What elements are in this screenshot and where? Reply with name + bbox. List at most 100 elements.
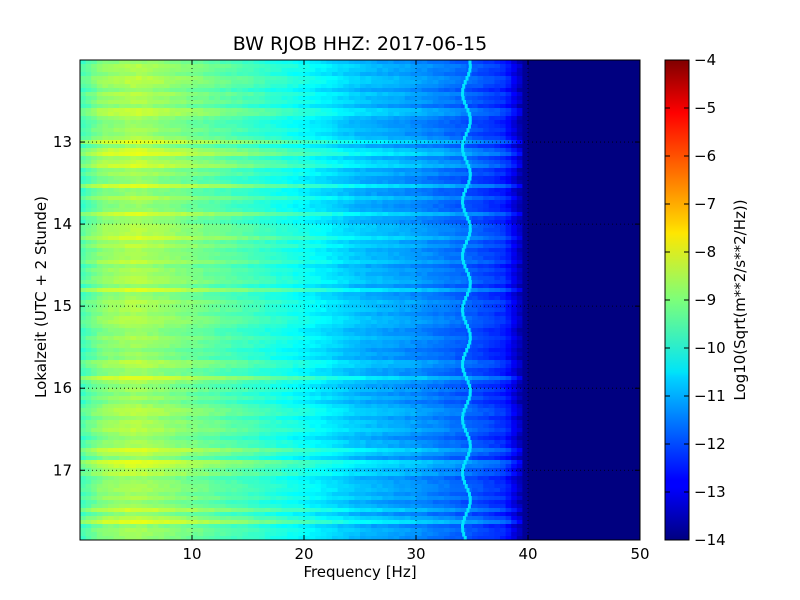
spectrogram-cell xyxy=(231,80,238,85)
spectrogram-cell xyxy=(214,132,221,137)
spectrogram-cell xyxy=(208,164,215,169)
spectrogram-cell xyxy=(337,88,344,93)
spectrogram-cell xyxy=(298,216,305,221)
spectrogram-cell xyxy=(152,220,159,225)
spectrogram-cell xyxy=(488,72,495,77)
spectrogram-cell xyxy=(444,112,451,117)
spectrogram-cell xyxy=(259,140,266,145)
spectrogram-cell xyxy=(612,212,619,217)
spectrogram-cell xyxy=(152,132,159,137)
spectrogram-cell xyxy=(276,252,283,257)
spectrogram-cell xyxy=(102,92,109,97)
spectrogram-cell xyxy=(130,160,137,165)
spectrogram-cell xyxy=(354,220,361,225)
spectrogram-cell xyxy=(466,248,473,253)
spectrogram-cell xyxy=(203,76,210,81)
spectrogram-cell xyxy=(634,208,640,213)
spectrogram-cell xyxy=(505,200,512,205)
spectrogram-cell xyxy=(169,240,176,245)
spectrogram-cell xyxy=(578,192,585,197)
spectrogram-cell xyxy=(393,156,400,161)
spectrogram-cell xyxy=(472,164,479,169)
spectrogram-cell xyxy=(214,160,221,165)
spectrogram-cell xyxy=(533,196,540,201)
spectrogram-cell xyxy=(567,64,574,69)
spectrogram-cell xyxy=(281,188,288,193)
spectrogram-cell xyxy=(567,96,574,101)
spectrogram-cell xyxy=(595,212,602,217)
spectrogram-cell xyxy=(147,204,154,209)
spectrogram-cell xyxy=(298,116,305,121)
spectrogram-cell xyxy=(393,172,400,177)
spectrogram-cell xyxy=(85,172,92,177)
spectrogram-cell xyxy=(236,220,243,225)
spectrogram-cell xyxy=(158,76,165,81)
spectrogram-cell xyxy=(175,228,182,233)
spectrogram-cell xyxy=(348,64,355,69)
spectrogram-cell xyxy=(264,192,271,197)
spectrogram-cell xyxy=(259,240,266,245)
spectrogram-cell xyxy=(203,244,210,249)
spectrogram-cell xyxy=(332,180,339,185)
spectrogram-cell xyxy=(354,88,361,93)
spectrogram-cell xyxy=(175,176,182,181)
spectrogram-cell xyxy=(382,144,389,149)
spectrogram-cell xyxy=(203,196,210,201)
spectrogram-cell xyxy=(539,84,546,89)
spectrogram-cell xyxy=(270,252,277,257)
spectrogram-cell xyxy=(528,184,535,189)
spectrogram-cell xyxy=(404,100,411,105)
spectrogram-cell xyxy=(136,256,143,261)
spectrogram-cell xyxy=(449,96,456,101)
spectrogram-cell xyxy=(197,240,204,245)
spectrogram-cell xyxy=(248,232,255,237)
spectrogram-cell xyxy=(343,204,350,209)
spectrogram-cell xyxy=(371,136,378,141)
spectrogram-cell xyxy=(438,212,445,217)
spectrogram-cell xyxy=(225,184,232,189)
spectrogram-cell xyxy=(589,240,596,245)
spectrogram-cell xyxy=(399,192,406,197)
spectrogram-cell xyxy=(270,72,277,77)
spectrogram-cell xyxy=(600,256,607,261)
spectrogram-cell xyxy=(124,256,131,261)
spectrogram-cell xyxy=(399,180,406,185)
spectrogram-cell xyxy=(220,96,227,101)
spectrogram-cell xyxy=(304,92,311,97)
spectrogram-cell xyxy=(595,232,602,237)
spectrogram-cell xyxy=(124,220,131,225)
spectrogram-cell xyxy=(421,180,428,185)
spectrogram-cell xyxy=(264,104,271,109)
spectrogram-cell xyxy=(315,200,322,205)
spectrogram-cell xyxy=(169,192,176,197)
spectrogram-cell xyxy=(158,132,165,137)
spectrogram-cell xyxy=(108,216,115,221)
spectrogram-cell xyxy=(427,200,434,205)
spectrogram-cell xyxy=(225,144,232,149)
spectrogram-cell xyxy=(175,64,182,69)
spectrogram-cell xyxy=(85,244,92,249)
spectrogram-cell xyxy=(320,152,327,157)
spectrogram-cell xyxy=(449,120,456,125)
spectrogram-cell xyxy=(528,120,535,125)
spectrogram-cell xyxy=(511,108,518,113)
spectrogram-cell xyxy=(96,228,103,233)
spectrogram-cell xyxy=(393,232,400,237)
spectrogram-cell xyxy=(544,200,551,205)
spectrogram-cell xyxy=(595,124,602,129)
spectrogram-cell xyxy=(281,228,288,233)
spectrogram-cell xyxy=(360,76,367,81)
spectrogram-cell xyxy=(365,104,372,109)
spectrogram-cell xyxy=(242,156,249,161)
spectrogram-cell xyxy=(494,196,501,201)
spectrogram-cell xyxy=(449,244,456,249)
spectrogram-cell xyxy=(236,248,243,253)
spectrogram-cell xyxy=(304,172,311,177)
spectrogram-cell xyxy=(287,216,294,221)
spectrogram-cell xyxy=(600,92,607,97)
spectrogram-cell xyxy=(404,220,411,225)
spectrogram-cell xyxy=(259,232,266,237)
spectrogram-cell xyxy=(192,252,199,257)
spectrogram-cell xyxy=(617,100,624,105)
spectrogram-cell xyxy=(208,248,215,253)
